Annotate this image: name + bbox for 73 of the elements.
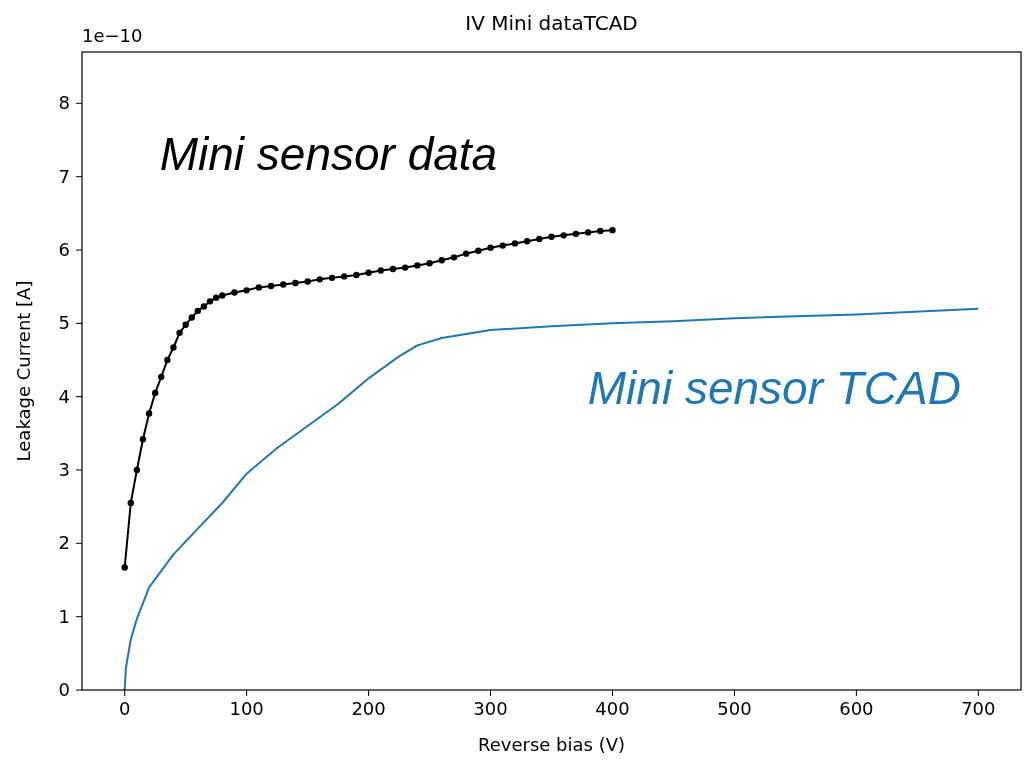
point: [462, 250, 470, 257]
point: [353, 271, 360, 279]
x-tick-label: 500: [717, 698, 752, 719]
x-axis-title: Reverse bias (V): [478, 734, 625, 755]
point: [292, 279, 299, 287]
y-tick-label: 3: [58, 459, 70, 480]
point: [597, 227, 604, 235]
point: [401, 264, 409, 271]
x-tick-label: 200: [351, 698, 386, 719]
point: [194, 307, 202, 315]
y-tick-label: 4: [58, 385, 70, 407]
point: [127, 499, 134, 507]
point: [133, 466, 141, 474]
point: [200, 303, 208, 310]
point: [206, 298, 214, 305]
x-tick-label: 300: [473, 698, 508, 719]
point: [389, 265, 397, 273]
x-tick-label: 700: [961, 698, 996, 719]
x-tick-label: 600: [839, 698, 874, 719]
y-tick-label: 8: [58, 92, 70, 114]
point: [523, 238, 531, 245]
point: [584, 229, 592, 236]
x-tick-label: 100: [229, 698, 264, 719]
x-tick-label: 0: [118, 698, 131, 719]
point: [267, 282, 275, 290]
series-label: Mini sensor TCAD: [587, 361, 961, 414]
point: [426, 260, 433, 267]
point: [365, 269, 372, 276]
point: [182, 321, 189, 328]
point: [511, 240, 519, 247]
y-tick-label: 2: [58, 532, 70, 554]
point: [158, 373, 165, 381]
point: [487, 244, 494, 251]
y-tick-label: 7: [58, 165, 70, 187]
point: [164, 356, 171, 364]
point: [139, 436, 147, 443]
point: [255, 284, 263, 291]
point: [450, 254, 458, 261]
point: [304, 278, 311, 285]
point: [548, 233, 555, 240]
point: [414, 262, 421, 269]
point: [536, 235, 543, 243]
y-axis-title: Leakage Current [A]: [13, 280, 34, 462]
point: [145, 410, 153, 417]
point: [219, 292, 226, 299]
chart-title: IV Mini dataTCAD: [465, 11, 638, 35]
point: [340, 273, 348, 280]
point: [560, 232, 567, 239]
point: [243, 287, 250, 294]
point: [572, 230, 580, 238]
x-tick-label: 400: [595, 698, 630, 719]
text: 1e−10: [82, 25, 143, 46]
point: [499, 242, 506, 249]
point: [231, 289, 238, 296]
series-label: Mini sensor data: [159, 128, 498, 181]
y-tick-label: 0: [58, 679, 70, 700]
point: [609, 227, 616, 234]
point: [151, 389, 159, 397]
point: [121, 564, 128, 571]
point: [280, 281, 287, 288]
point: [212, 294, 220, 301]
point: [176, 329, 183, 337]
point: [170, 344, 177, 351]
y-tick-label: 6: [58, 239, 70, 260]
y-tick-label: 5: [58, 312, 70, 334]
point: [316, 276, 323, 283]
point: [328, 274, 336, 282]
point: [475, 247, 482, 254]
point: [438, 257, 445, 264]
point: [188, 314, 195, 321]
line-series: [123, 307, 980, 691]
point: [377, 267, 384, 274]
y-tick-label: 1: [58, 605, 70, 627]
